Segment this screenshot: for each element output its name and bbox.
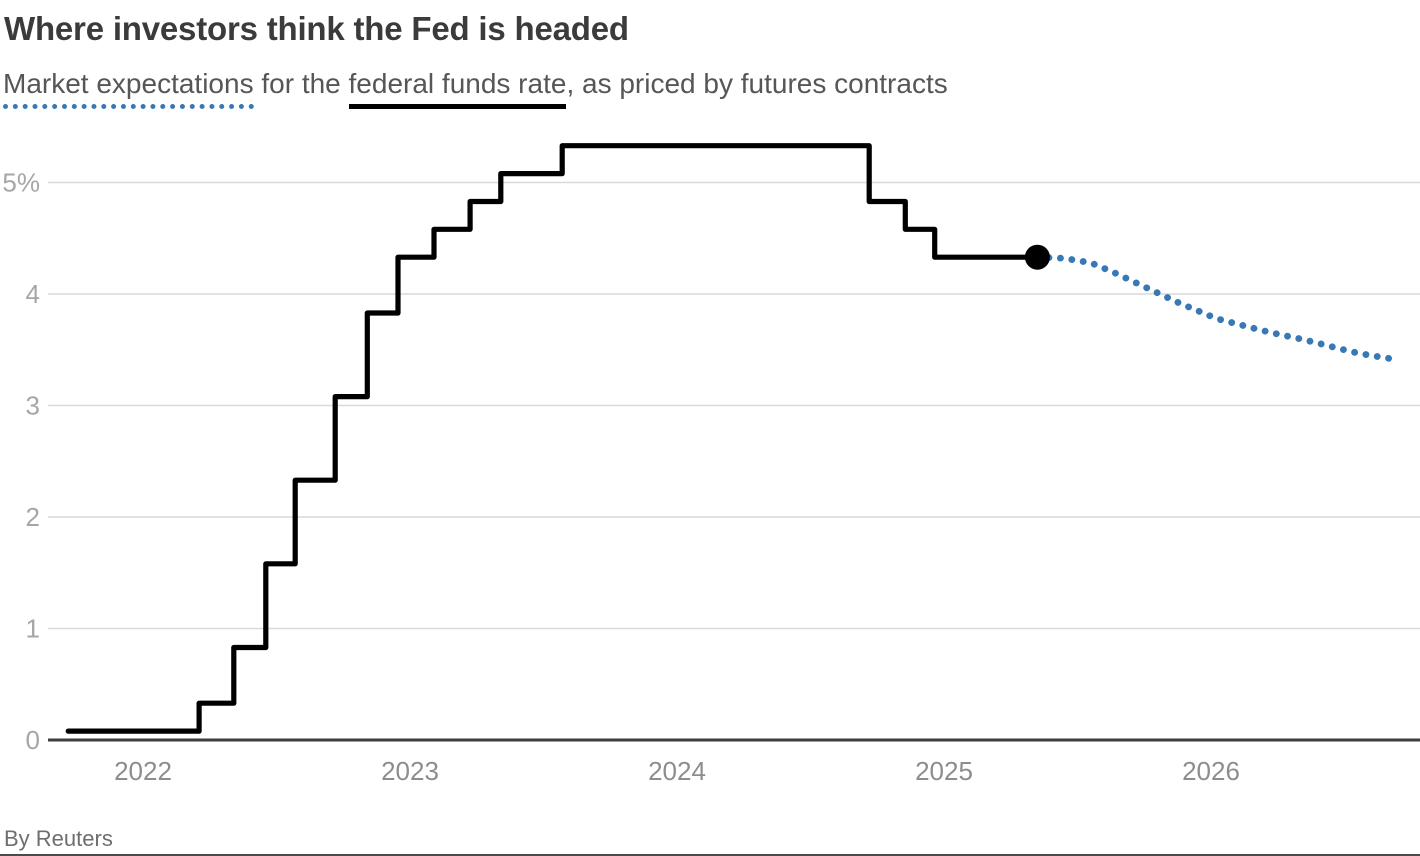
byline: By Reuters — [4, 826, 113, 851]
legend-market-expectations: Market expectations — [3, 68, 254, 109]
subtitle-tail-text: , as priced by futures contracts — [566, 68, 948, 99]
y-tick-label: 3 — [26, 391, 40, 421]
forecast-dotted-line — [1034, 253, 1402, 364]
subtitle-middle-text: for the — [253, 68, 349, 99]
chart-subtitle: Market expectations for the federal fund… — [3, 68, 948, 109]
legend-federal-funds-rate: federal funds rate — [348, 68, 567, 109]
x-tick-label: 2022 — [114, 756, 172, 786]
x-tick-label: 2024 — [648, 756, 706, 786]
x-tick-label: 2025 — [915, 756, 973, 786]
historical-step-line — [65, 143, 1040, 734]
y-tick-label: 2 — [26, 502, 40, 532]
x-tick-label: 2026 — [1182, 756, 1240, 786]
current-rate-dot — [1024, 244, 1050, 270]
y-tick-label: 1 — [26, 614, 40, 644]
y-tick-label: 5% — [2, 168, 40, 198]
y-tick-label: 4 — [26, 279, 40, 309]
x-tick-label: 2023 — [381, 756, 439, 786]
page-title: Where investors think the Fed is headed — [4, 10, 629, 47]
bottom-border — [0, 854, 1420, 856]
y-tick-label: 0 — [26, 725, 40, 755]
